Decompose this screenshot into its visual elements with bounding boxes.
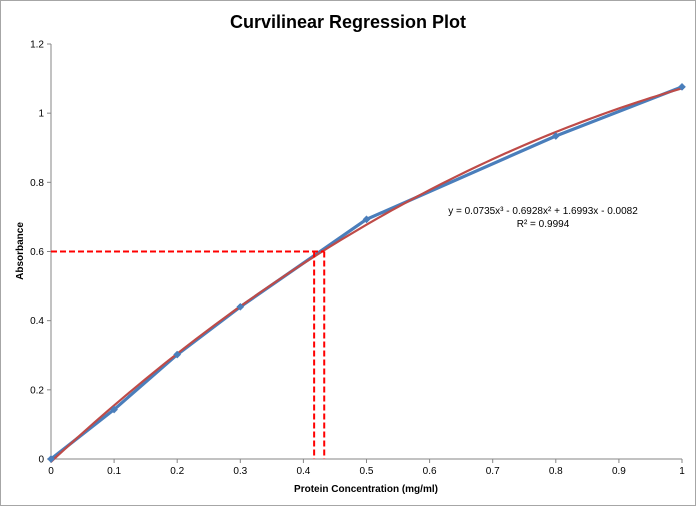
x-tick-label: 0.7 (486, 466, 500, 477)
data-series-line (50, 85, 683, 461)
trendline-equation: y = 0.0735x³ - 0.6928x² + 1.6993x - 0.00… (448, 206, 638, 217)
y-tick-label: 0.8 (30, 178, 44, 189)
data-point-marker (110, 405, 119, 414)
y-tick-label: 1.2 (30, 40, 44, 51)
data-point-marker (678, 82, 686, 91)
polynomial-trendline (50, 87, 683, 463)
x-tick-label: 0 (48, 466, 54, 477)
x-axis-label: Protein Concentration (mg/ml) (294, 484, 438, 495)
x-tick-label: 0.8 (549, 466, 563, 477)
x-tick-label: 1 (679, 466, 685, 477)
data-point-marker (236, 302, 245, 311)
y-tick-label: 0 (38, 455, 44, 466)
r-squared-label: R² = 0.9994 (517, 219, 570, 230)
data-point-marker (173, 350, 182, 359)
y-tick-label: 0.4 (30, 316, 44, 327)
data-point-marker (362, 215, 371, 224)
x-tick-label: 0.1 (107, 466, 121, 477)
y-tick-label: 0.2 (30, 385, 44, 396)
x-tick-label: 0.3 (233, 466, 247, 477)
x-tick-label: 0.4 (296, 466, 310, 477)
x-tick-label: 0.9 (612, 466, 626, 477)
y-axis-label: Absorbance (15, 222, 26, 280)
data-point-marker (551, 132, 560, 140)
x-tick-label: 0.2 (170, 466, 184, 477)
x-tick-label: 0.6 (423, 466, 437, 477)
x-tick-label: 0.5 (360, 466, 374, 477)
y-tick-label: 1 (38, 109, 44, 120)
data-point-marker (47, 455, 55, 463)
y-tick-label: 0.6 (30, 247, 44, 258)
chart-title: Curvilinear Regression Plot (230, 12, 466, 32)
plot-area: 0 0.2 0.4 0.6 0.8 1 1.2 0 0.1 0.2 0.3 0.4 0.5 0.6 0.7 0… (30, 40, 686, 477)
